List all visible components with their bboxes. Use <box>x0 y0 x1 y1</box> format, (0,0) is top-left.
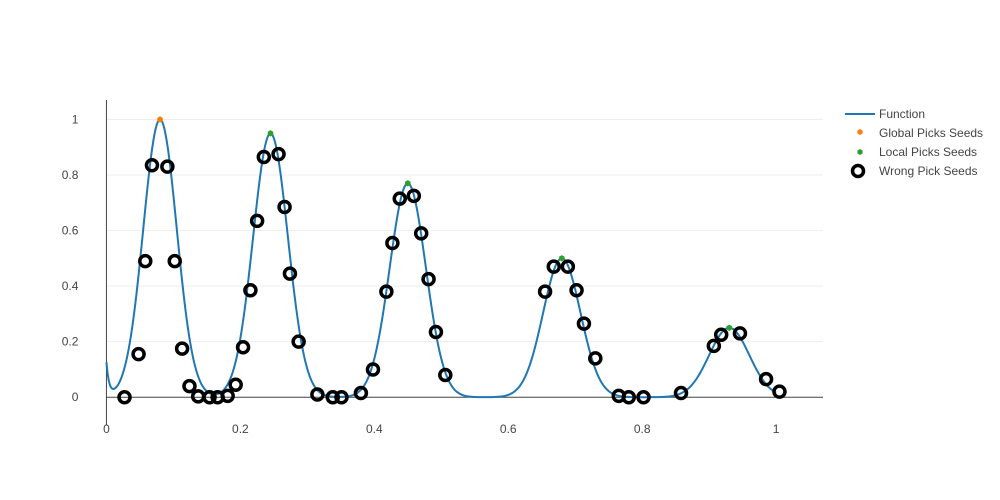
function-line <box>105 118 777 399</box>
wrong-pick-point <box>569 283 584 298</box>
wrong-pick-point <box>713 327 729 342</box>
wrong-pick-point <box>131 346 146 362</box>
wrong-pick-point <box>353 385 369 401</box>
legend: Function Global Picks Seeds Local Picks … <box>845 107 983 179</box>
wrong-pick-point <box>174 341 190 356</box>
x-tick-label: 1 <box>773 422 780 436</box>
x-tick-label: 0.4 <box>366 422 383 436</box>
x-tick-label: 0 <box>103 422 110 436</box>
wrong-pick-point <box>291 334 306 349</box>
wrong-pick-point <box>706 338 722 354</box>
wrong-pick-point <box>160 159 175 174</box>
local-pick-point <box>559 255 565 262</box>
wrong-pick-point <box>138 253 153 269</box>
wrong-pick-point <box>228 377 243 392</box>
wrong-pick-point <box>758 371 774 387</box>
local-pick-point <box>405 180 411 187</box>
wrong-pick-point <box>636 389 651 405</box>
plot-area <box>105 116 787 405</box>
wrong-pick-point <box>243 283 258 298</box>
tick-labels: 0 0.2 0.4 0.6 0.8 1 0 0.2 0.4 0.6 0.8 1 <box>62 112 780 436</box>
x-tick-label: 0.8 <box>634 422 651 436</box>
wrong-pick-point <box>235 339 251 355</box>
legend-item-wrong-picks[interactable]: Wrong Pick Seeds <box>850 163 978 179</box>
legend-item-function[interactable]: Function <box>845 107 925 121</box>
wrong-pick-point <box>732 326 748 341</box>
wrong-pick-point <box>365 362 381 377</box>
wrong-pick-point <box>190 389 206 404</box>
wrong-pick-point <box>310 387 325 402</box>
wrong-pick-point <box>182 378 197 394</box>
wrong-pick-point <box>117 389 132 405</box>
axes-layer <box>105 100 823 425</box>
y-tick-label: 0.6 <box>62 224 79 238</box>
legend-item-global-picks[interactable]: Global Picks Seeds <box>857 126 983 140</box>
y-tick-label: 0 <box>72 390 79 404</box>
legend-label-global-picks: Global Picks Seeds <box>879 126 983 140</box>
wrong-pick-point <box>144 158 160 173</box>
wrong-pick-point <box>249 213 265 229</box>
wrong-pick-point <box>256 149 272 165</box>
grid-layer <box>106 118 823 343</box>
wrong-pick-point <box>282 266 298 281</box>
wrong-pick-point <box>537 284 553 299</box>
wrong-pick-point <box>560 259 576 274</box>
legend-label-local-picks: Local Picks Seeds <box>879 145 977 159</box>
wrong-pick-point <box>621 389 637 405</box>
wrong-pick-point <box>385 235 400 251</box>
wrong-pick-point <box>167 253 182 269</box>
wrong-pick-point <box>413 226 429 241</box>
wrong-pick-point <box>673 385 689 401</box>
y-tick-label: 0.2 <box>62 335 79 349</box>
wrong-pick-point <box>334 389 349 405</box>
wrong-pick-point <box>546 259 562 274</box>
legend-swatch-local-picks <box>857 149 863 155</box>
legend-item-local-picks[interactable]: Local Picks Seeds <box>857 145 977 159</box>
x-tick-label: 0.6 <box>500 422 517 436</box>
wrong-pick-point <box>220 388 235 404</box>
local-pick-point <box>726 324 733 331</box>
wrong-pick-point <box>421 271 436 287</box>
y-tick-label: 1 <box>72 112 79 126</box>
wrong-pick-point <box>277 199 292 215</box>
wrong-pick-point <box>772 384 787 399</box>
local-pick-point <box>267 130 274 137</box>
wrong-pick-point <box>325 389 341 405</box>
legend-label-wrong-picks: Wrong Pick Seeds <box>879 164 978 178</box>
x-tick-label: 0.2 <box>232 422 249 436</box>
legend-label-function: Function <box>879 107 925 121</box>
wrong-pick-point <box>271 146 286 162</box>
legend-swatch-wrong-picks <box>850 163 866 179</box>
y-tick-label: 0.4 <box>62 279 79 293</box>
wrong-pick-point <box>576 316 592 331</box>
wrong-pick-point <box>406 188 422 204</box>
legend-swatch-global-picks <box>857 129 863 135</box>
wrong-pick-point <box>428 324 444 340</box>
y-tick-label: 0.8 <box>62 168 79 182</box>
wrong-pick-point <box>379 284 394 299</box>
global-pick-point <box>157 116 163 123</box>
wrong-pick-point <box>392 191 408 206</box>
wrong-pick-point <box>438 367 453 383</box>
wrong-pick-point <box>588 351 603 366</box>
wrong-pick-point <box>202 389 217 405</box>
